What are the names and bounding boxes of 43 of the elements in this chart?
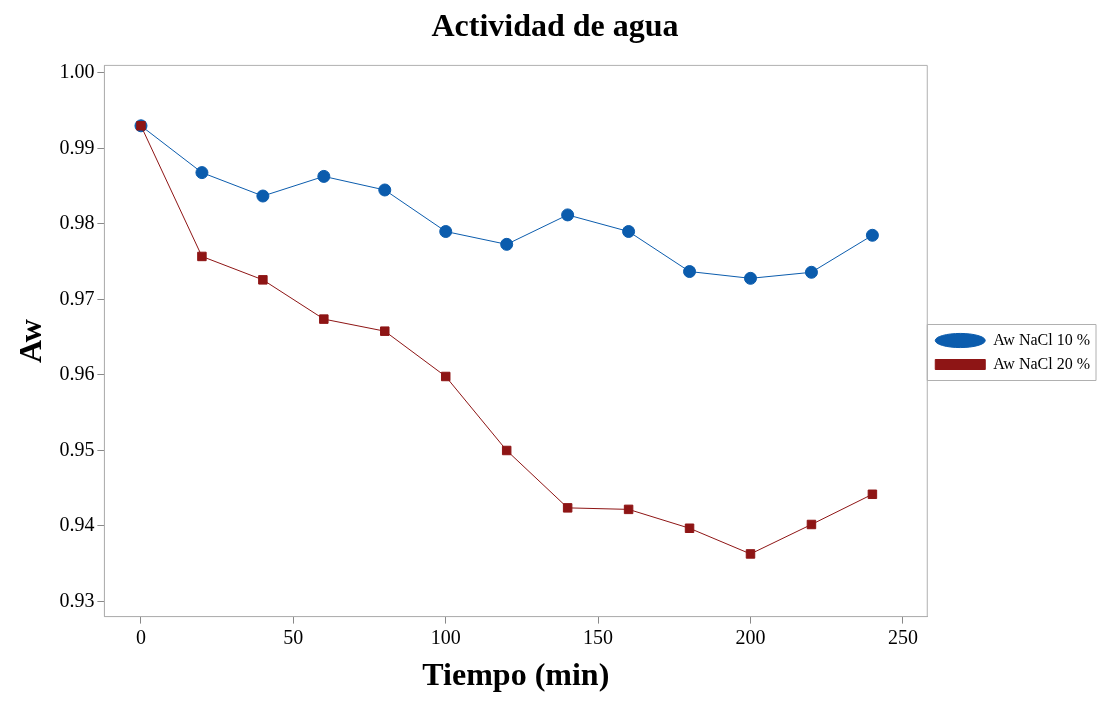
point	[622, 225, 636, 239]
point	[623, 504, 634, 515]
point	[745, 549, 756, 559]
x-tick-label: 100	[430, 625, 461, 648]
y-tick-label: 0.99	[59, 135, 95, 158]
x-tick-label: 0	[135, 625, 146, 648]
legend-label: Aw NaCl 20 %	[993, 354, 1091, 372]
x-axis-title: Tiempo (min)	[422, 656, 610, 693]
point	[744, 271, 757, 285]
point	[806, 519, 817, 530]
x-tick-label: 250	[887, 625, 918, 648]
point	[562, 503, 573, 513]
point	[256, 189, 270, 203]
point	[867, 489, 878, 500]
point	[319, 314, 329, 324]
x-tick-label: 150	[583, 625, 614, 648]
point	[865, 228, 879, 242]
x-tick-label: 200	[735, 625, 766, 648]
point	[258, 275, 268, 285]
point	[439, 225, 453, 239]
y-axis-title: Aw	[12, 319, 49, 363]
y-tick-label: 0.95	[59, 437, 95, 460]
point	[804, 265, 818, 279]
x-tick-label: 50	[283, 625, 304, 648]
point	[378, 183, 392, 197]
point	[440, 371, 451, 382]
y-tick-label: 0.96	[59, 362, 95, 385]
y-tick-label: 1.00	[59, 60, 95, 83]
point	[317, 169, 331, 183]
point	[683, 265, 697, 279]
y-tick-label: 0.97	[59, 286, 95, 309]
point	[561, 208, 575, 222]
point	[380, 326, 390, 336]
chart-title: Actividad de agua	[431, 7, 679, 44]
y-tick-label: 0.94	[59, 513, 95, 536]
point	[197, 251, 207, 262]
point	[684, 523, 695, 533]
y-tick-label: 0.98	[59, 211, 95, 234]
point	[500, 237, 514, 251]
legend-label: Aw NaCl 10 %	[993, 330, 1091, 348]
y-tick-label: 0.93	[59, 588, 95, 611]
point	[195, 166, 209, 180]
point	[501, 445, 512, 456]
